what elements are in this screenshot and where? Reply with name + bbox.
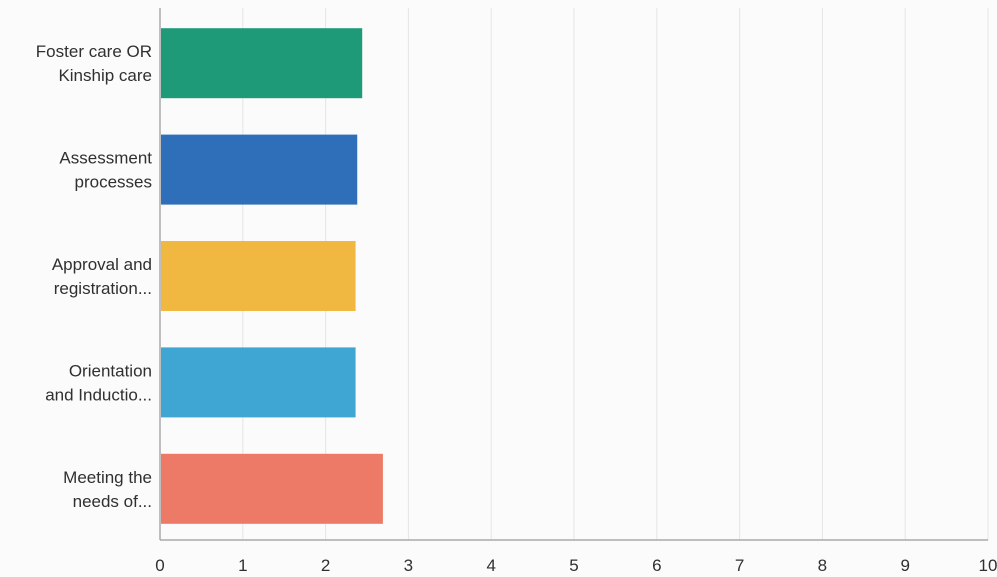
- x-tick-label-9: 9: [900, 556, 909, 575]
- x-tick-label-4: 4: [486, 556, 495, 575]
- bars: [161, 28, 383, 524]
- bar-1: [161, 28, 363, 99]
- category-label-1-line-1: Foster care OR: [36, 42, 152, 61]
- category-labels: Foster care OR Kinship care Assessment proc…: [36, 42, 152, 511]
- category-label-5-line-1: Meeting the: [63, 468, 152, 487]
- category-label-5-line-2: needs of...: [73, 492, 152, 511]
- bar-5: [161, 453, 383, 524]
- x-tick-labels: 0 1 2 3 4 5 6 7 8 9 10: [155, 556, 997, 575]
- axes: [159, 8, 988, 541]
- x-tick-label-3: 3: [404, 556, 413, 575]
- x-tick-label-0: 0: [155, 556, 164, 575]
- x-tick-label-7: 7: [735, 556, 744, 575]
- x-tick-label-2: 2: [321, 556, 330, 575]
- x-tick-label-5: 5: [569, 556, 578, 575]
- bar-3: [161, 241, 356, 311]
- category-label-4-line-1: Orientation: [69, 361, 152, 380]
- category-label-1-line-2: Kinship care: [58, 66, 152, 85]
- x-tick-label-8: 8: [818, 556, 827, 575]
- x-tick-label-1: 1: [238, 556, 247, 575]
- x-tick-label-6: 6: [652, 556, 661, 575]
- bar-2: [161, 134, 358, 205]
- category-label-2-line-1: Assessment: [59, 149, 152, 168]
- category-label-2-line-2: processes: [75, 173, 152, 192]
- category-label-3-line-2: registration...: [54, 279, 152, 298]
- category-label-4-line-2: and Inductio...: [45, 385, 152, 404]
- category-label-3-line-1: Approval and: [52, 255, 152, 274]
- x-tick-label-10: 10: [979, 556, 997, 575]
- bar-4: [161, 347, 356, 418]
